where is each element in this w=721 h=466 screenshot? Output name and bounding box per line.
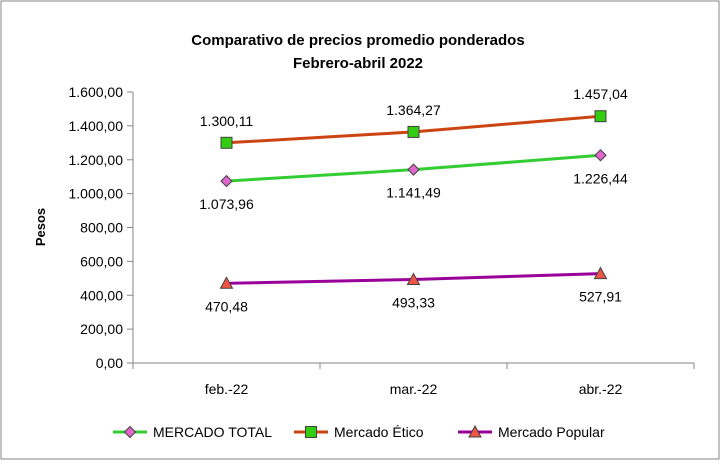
legend-marker (123, 425, 137, 439)
y-tick-label: 200,00 (80, 321, 123, 337)
data-point (593, 266, 608, 280)
chart-subtitle: Febrero-abril 2022 (293, 55, 423, 72)
data-point (594, 110, 607, 123)
y-tick-label: 600,00 (80, 253, 123, 269)
data-point (219, 276, 234, 289)
legend-entry-label: Mercado Popular (498, 424, 605, 440)
chart-title: Comparativo de precios promedio ponderad… (191, 32, 524, 49)
y-tick-label: 1.000,00 (69, 186, 124, 202)
y-tick-label: 400,00 (80, 287, 123, 303)
x-tick-label: feb.-22 (205, 381, 249, 397)
legend-entry-label: Mercado Ético (334, 424, 424, 440)
y-axis-label: Pesos (33, 208, 48, 246)
data-label: 1.457,04 (573, 86, 628, 102)
data-label: 1.141,49 (386, 185, 441, 201)
data-point (407, 125, 420, 138)
y-tick-label: 1.600,00 (69, 84, 124, 100)
data-point (220, 174, 233, 188)
data-point (220, 136, 233, 149)
data-label: 493,33 (392, 294, 435, 310)
data-label: 1.300,11 (200, 113, 254, 129)
plot-area: 0,00 200,00 400,00 600,00 800,00 1.000,00 1.20… (69, 84, 695, 397)
legend-marker (305, 426, 317, 438)
legend-marker (468, 424, 482, 438)
data-label: 1.226,44 (573, 170, 628, 186)
data-point (406, 272, 421, 285)
data-label: 1.073,96 (199, 196, 254, 212)
y-tick-label: 0,00 (96, 355, 123, 371)
y-tick-label: 1.400,00 (69, 118, 124, 134)
x-tick-label: mar.-22 (390, 381, 438, 397)
data-label: 1.364,27 (386, 102, 441, 118)
data-label: 527,91 (579, 289, 622, 305)
x-tick-label: abr.-22 (579, 381, 623, 397)
legend: MERCADO TOTAL Mercado Ético Mercado Popula… (113, 424, 605, 440)
y-tick-label: 1.200,00 (69, 152, 124, 168)
data-label: 470,48 (205, 298, 248, 314)
data-point (594, 149, 607, 162)
y-tick-label: 800,00 (80, 220, 123, 236)
legend-entry-label: MERCADO TOTAL (153, 424, 272, 440)
data-point (407, 163, 420, 176)
